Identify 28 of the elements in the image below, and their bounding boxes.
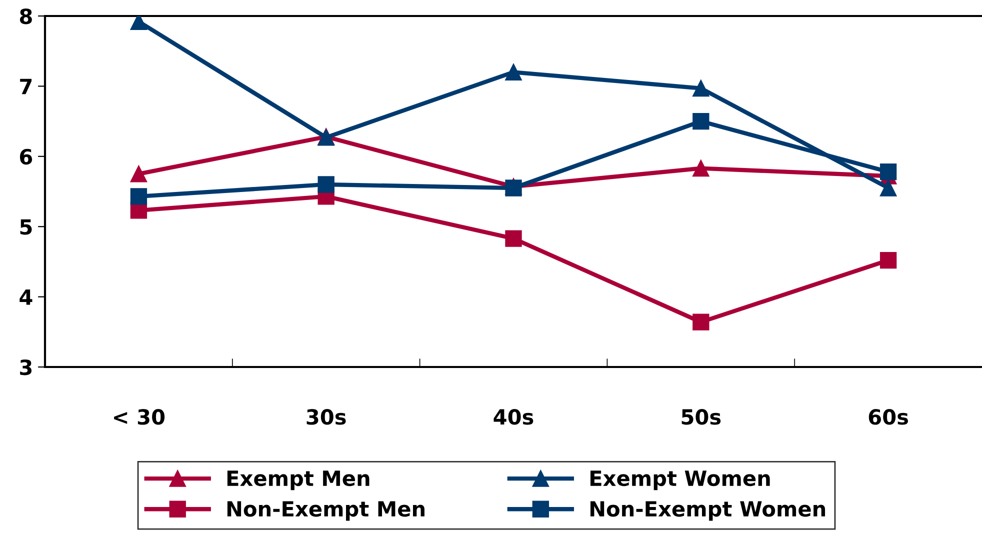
x-tick-label: 40s (494, 409, 534, 425)
y-tick-label: 6 (20, 148, 32, 165)
point (692, 80, 710, 97)
legend-label: Non-Exempt Women (590, 501, 826, 521)
point (130, 188, 148, 205)
legend-label: Non-Exempt Men (227, 501, 424, 521)
point (692, 314, 710, 330)
point (505, 230, 522, 247)
point (505, 64, 522, 80)
legend-label: Exempt Women (590, 470, 770, 490)
point (318, 176, 334, 193)
x-tick-label: < 30 (114, 409, 165, 425)
y-tick-label: 5 (20, 219, 32, 235)
point (692, 160, 710, 177)
x-tick-label: 60s (868, 409, 908, 425)
point (505, 180, 522, 196)
x-tick-label: 50s (682, 409, 721, 425)
point (880, 180, 897, 196)
point (880, 164, 897, 180)
y-tick-label: 8 (20, 8, 32, 24)
point (130, 166, 148, 182)
point (692, 112, 710, 130)
y-tick-label: 3 (20, 359, 32, 376)
y-tick-label: 4 (20, 290, 32, 305)
legend-label: Exempt Men (227, 470, 370, 490)
point (880, 252, 897, 269)
y-tick-label: 7 (20, 78, 32, 94)
x-tick-label: 30s (306, 409, 346, 425)
